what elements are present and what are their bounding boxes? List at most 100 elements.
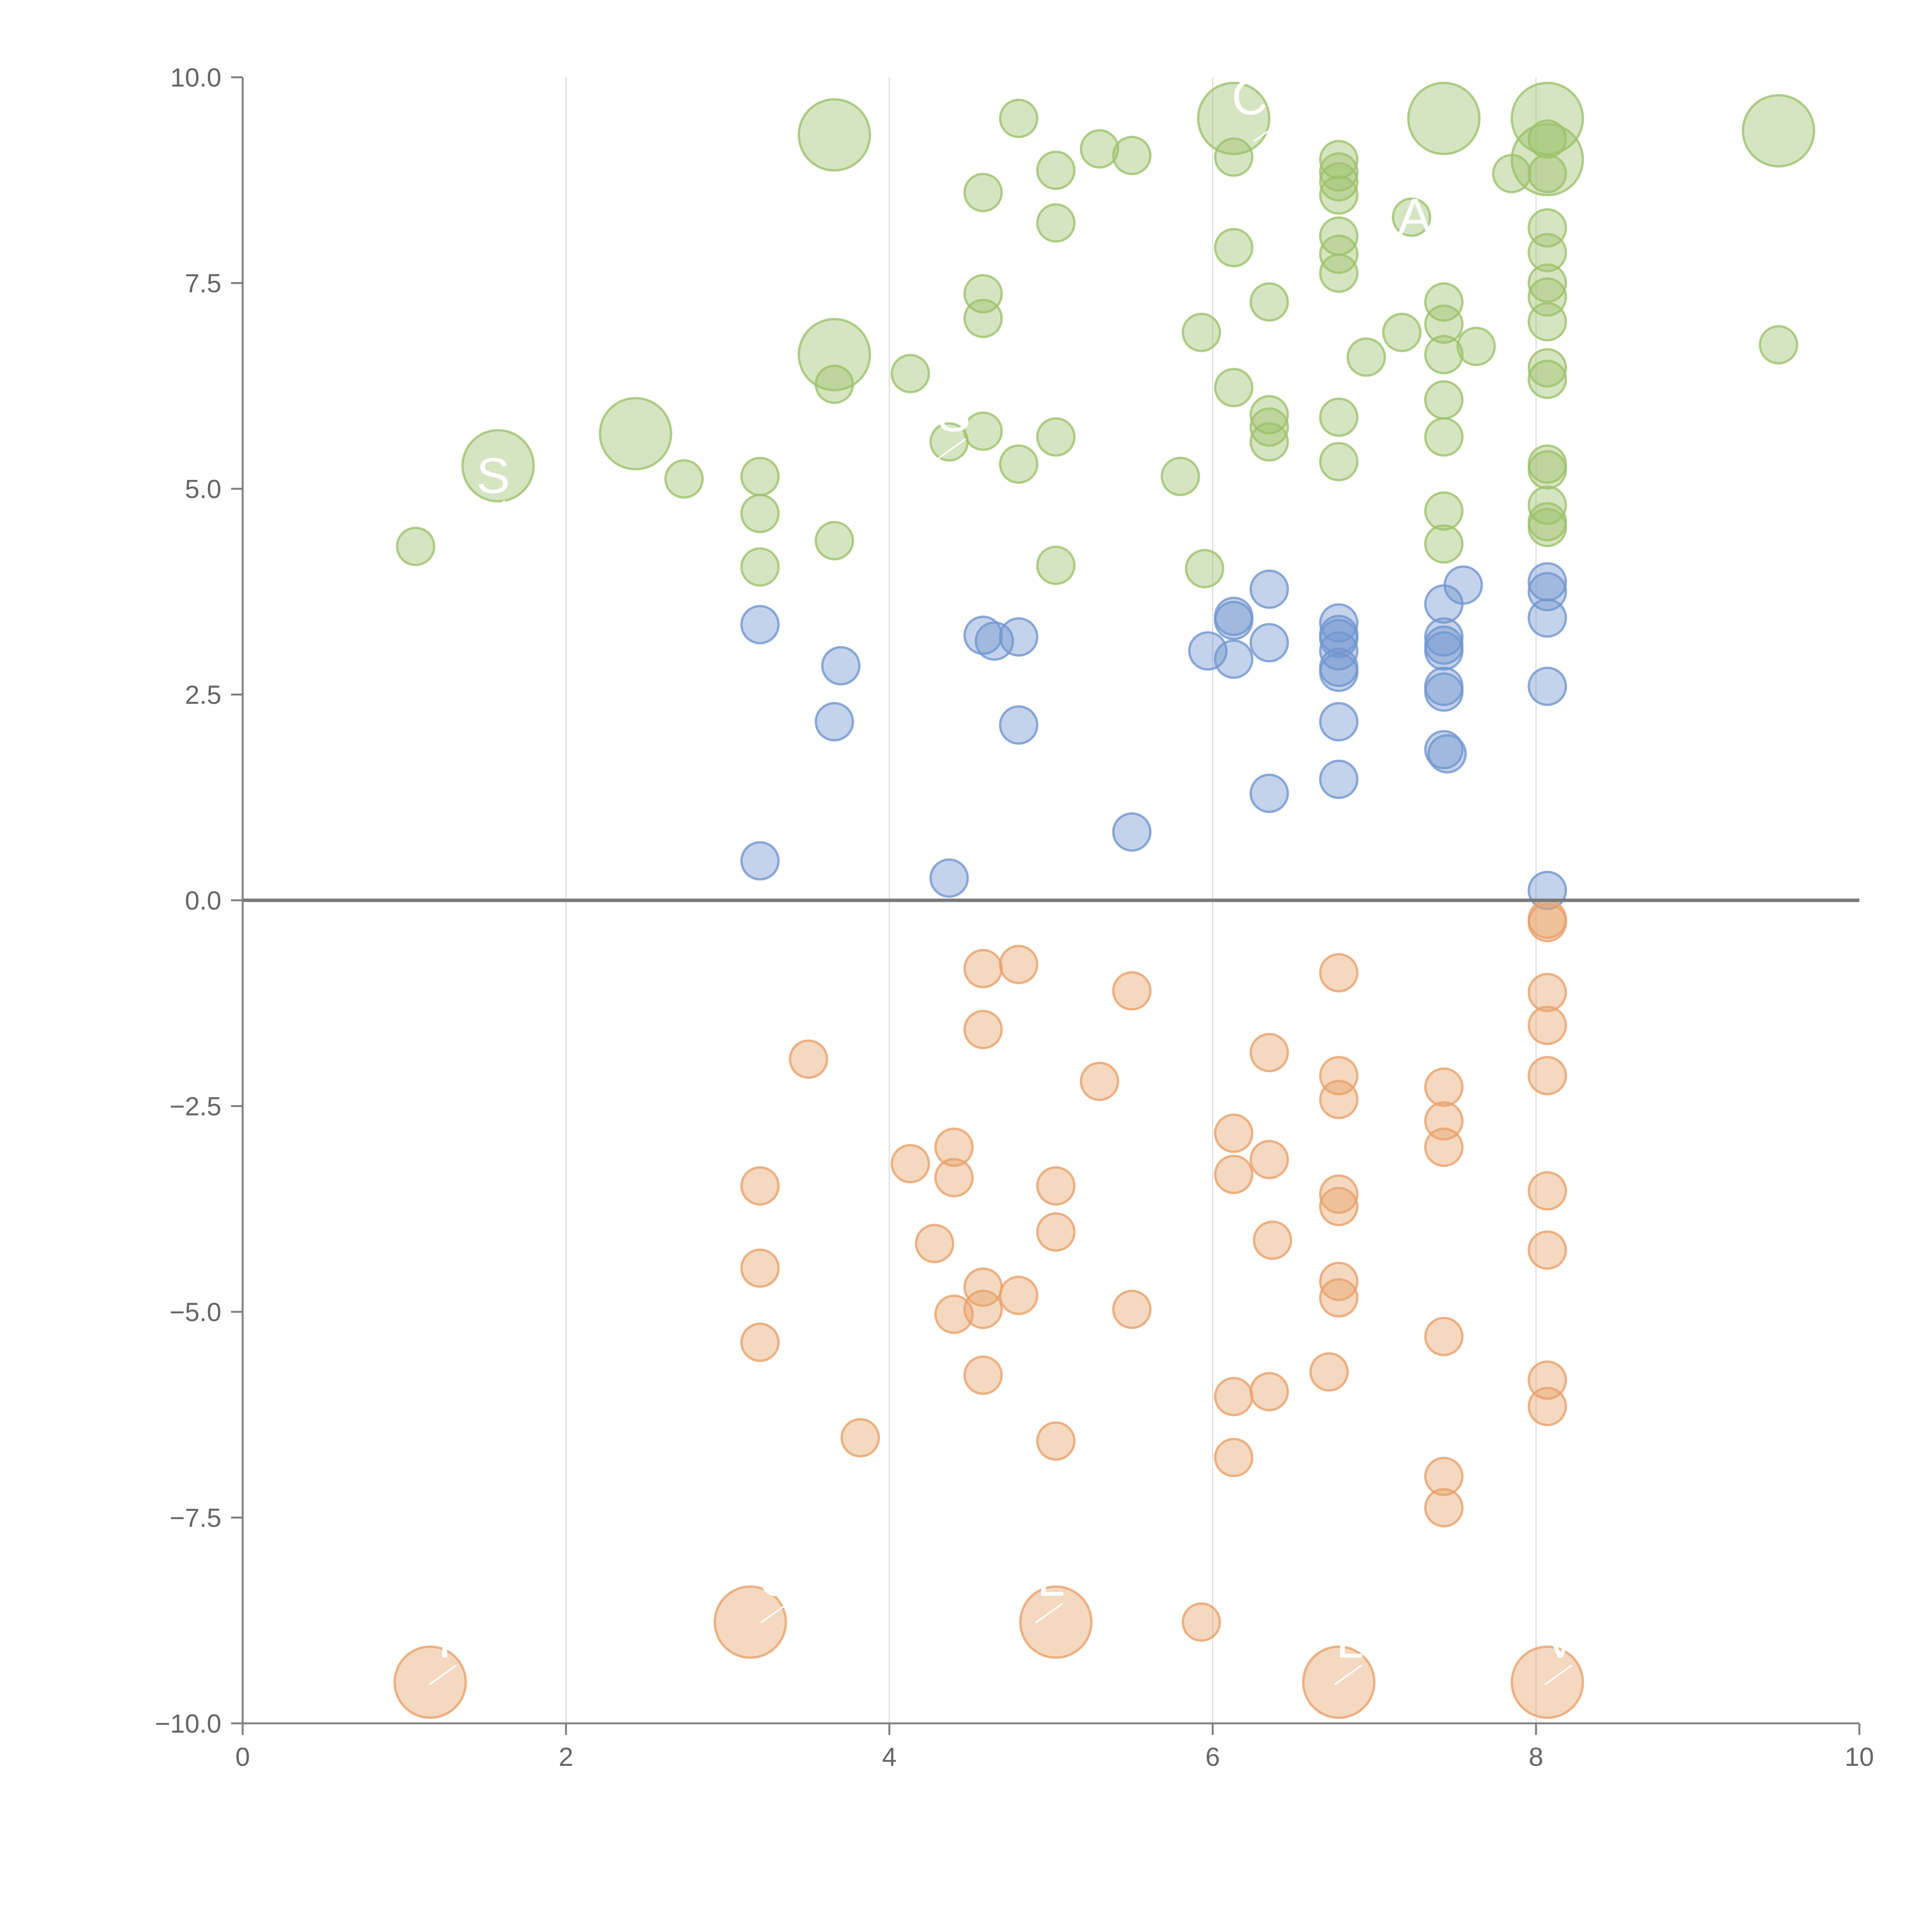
orange-point (1253, 1220, 1293, 1260)
orange-point (963, 1289, 1003, 1329)
point-annotation-label: L (1037, 1550, 1065, 1607)
green-point (1249, 422, 1289, 462)
blue-point (999, 617, 1039, 657)
orange-point (915, 1224, 954, 1264)
orange-point (1036, 1166, 1076, 1206)
orange-point (1527, 1171, 1567, 1211)
orange-point (1249, 1139, 1289, 1179)
green-point (999, 444, 1039, 484)
orange-point (1527, 903, 1567, 942)
green-point (1319, 152, 1359, 192)
orange-point (999, 945, 1039, 985)
green-point (1112, 136, 1152, 175)
green-point (1424, 304, 1464, 344)
y-tick-label: −7.5 (170, 1503, 221, 1533)
orange-point (1080, 1061, 1119, 1101)
blue-point (1319, 759, 1359, 799)
annotation-leader-line (429, 1664, 457, 1685)
blue-point (1527, 667, 1567, 706)
green-large-point (599, 397, 672, 471)
orange-point (999, 1276, 1039, 1315)
orange-point (1214, 1113, 1253, 1153)
y-tick-label: 2.5 (185, 680, 221, 710)
orange-point (1182, 1602, 1221, 1642)
orange-point (1319, 1174, 1359, 1214)
green-point (1249, 282, 1289, 322)
green-point (1527, 302, 1567, 342)
x-tick-label: 8 (1529, 1742, 1543, 1772)
orange-point (934, 1294, 974, 1334)
green-point (963, 299, 1003, 338)
orange-point (740, 1322, 780, 1362)
green-point (1319, 162, 1359, 202)
green-point (1424, 491, 1464, 531)
x-tick-label: 4 (882, 1742, 897, 1772)
green-large-point (798, 98, 871, 172)
green-large-point (798, 318, 871, 391)
orange-point (1527, 1386, 1567, 1426)
blue-point (1527, 598, 1567, 638)
blue-point (1214, 600, 1253, 640)
green-point (1319, 175, 1359, 215)
orange-point (1214, 1377, 1253, 1417)
orange-point (1319, 1262, 1359, 1301)
orange-point (934, 1128, 974, 1167)
point-annotation-label: C (758, 1550, 794, 1607)
green-point (740, 457, 780, 497)
blue-point (1112, 812, 1152, 852)
blue-point (999, 705, 1039, 745)
green-point (1319, 442, 1359, 481)
green-point (1527, 348, 1567, 388)
green-point (1036, 417, 1076, 457)
green-point (1319, 253, 1359, 293)
annotation-leader-line (1035, 1603, 1063, 1624)
point-annotation-label: S (476, 447, 510, 504)
y-tick-label: −5.0 (170, 1298, 221, 1327)
blue-point (1214, 639, 1253, 679)
blue-point (929, 858, 969, 898)
blue-point (1319, 652, 1359, 692)
point-annotation-label: L (1336, 1612, 1364, 1668)
green-point (1319, 140, 1359, 179)
y-tick-label: 5.0 (185, 474, 221, 504)
green-point (1527, 233, 1567, 272)
green-point (1527, 263, 1567, 303)
blue-point (1427, 734, 1467, 774)
green-point (740, 493, 780, 533)
green-point (1759, 325, 1798, 365)
green-point (963, 411, 1003, 451)
orange-point (1036, 1421, 1076, 1461)
green-point (1249, 395, 1289, 435)
orange-point (1424, 1316, 1464, 1356)
y-tick-label: −2.5 (170, 1092, 221, 1121)
green-point (1214, 228, 1253, 267)
blue-point (1424, 631, 1464, 671)
green-point (1214, 137, 1253, 177)
orange-point (740, 1166, 780, 1206)
orange-point (963, 949, 1003, 988)
annotation-leader-line (760, 1603, 788, 1624)
blue-point (1249, 774, 1289, 813)
green-point (740, 547, 780, 587)
annotation-leader-line (1399, 241, 1427, 262)
green-point (963, 173, 1003, 213)
green-point (1036, 546, 1076, 585)
green-point (1182, 313, 1221, 352)
orange-point (963, 1010, 1003, 1049)
orange-point (1112, 971, 1152, 1011)
point-annotation-label: A (1398, 188, 1432, 245)
point-labels-layer: CO A S S C L I L V (429, 69, 1577, 1685)
green-point (1456, 327, 1496, 366)
point-annotation-label: V (1544, 1612, 1577, 1668)
blue-point (740, 841, 780, 881)
green-large-point (1197, 82, 1270, 155)
annotation-leader-line (938, 438, 966, 459)
orange-point (1309, 1352, 1349, 1392)
x-tick-label: 0 (235, 1742, 250, 1772)
green-large-point (1510, 82, 1584, 155)
green-large-point (1407, 82, 1481, 155)
green-large-point (1510, 123, 1584, 196)
x-tick-label: 10 (1845, 1742, 1874, 1772)
blue-point (963, 616, 1003, 655)
